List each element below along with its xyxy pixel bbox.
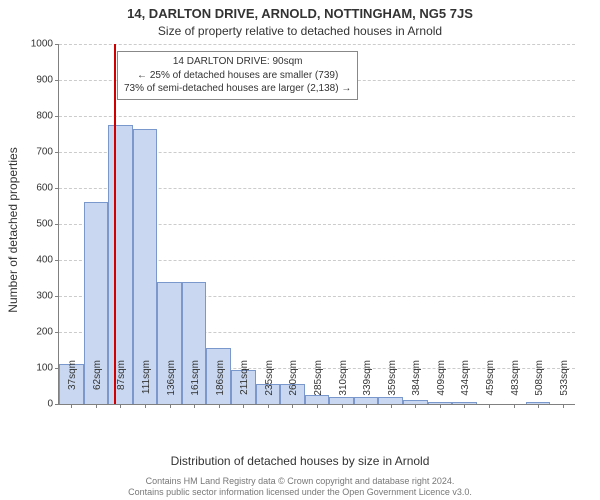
- chart-container: 14, DARLTON DRIVE, ARNOLD, NOTTINGHAM, N…: [0, 0, 600, 500]
- x-tick-label: 37sqm: [67, 360, 78, 410]
- x-tick-label: 136sqm: [166, 360, 177, 410]
- x-tick-label: 111sqm: [141, 360, 152, 410]
- annotation-line: ← 25% of detached houses are smaller (73…: [124, 69, 351, 83]
- footer-attribution: Contains HM Land Registry data © Crown c…: [0, 476, 600, 499]
- plot-area: 0100200300400500600700800900100037sqm62s…: [58, 44, 575, 405]
- x-axis-label: Distribution of detached houses by size …: [0, 454, 600, 468]
- x-tick-label: 533sqm: [559, 360, 570, 410]
- x-tick-label: 434sqm: [460, 360, 471, 410]
- x-tick-label: 260sqm: [288, 360, 299, 410]
- gridline: [59, 44, 575, 45]
- y-tick-label: 800: [36, 111, 59, 122]
- x-tick-label: 409sqm: [436, 360, 447, 410]
- y-tick-label: 400: [36, 255, 59, 266]
- chart-title: 14, DARLTON DRIVE, ARNOLD, NOTTINGHAM, N…: [0, 6, 600, 21]
- gridline: [59, 116, 575, 117]
- footer-line2: Contains public sector information licen…: [0, 487, 600, 498]
- property-marker-line: [114, 44, 116, 404]
- x-tick-label: 459sqm: [485, 360, 496, 410]
- annotation-line: 73% of semi-detached houses are larger (…: [124, 82, 351, 96]
- x-tick-label: 235sqm: [264, 360, 275, 410]
- x-tick-label: 508sqm: [534, 360, 545, 410]
- x-tick-label: 310sqm: [338, 360, 349, 410]
- x-tick-label: 339sqm: [362, 360, 373, 410]
- x-tick-label: 62sqm: [92, 360, 103, 410]
- annotation-box: 14 DARLTON DRIVE: 90sqm← 25% of detached…: [117, 51, 358, 100]
- y-tick-label: 900: [36, 75, 59, 86]
- x-tick-label: 483sqm: [510, 360, 521, 410]
- chart-subtitle: Size of property relative to detached ho…: [0, 24, 600, 38]
- y-tick-label: 700: [36, 147, 59, 158]
- y-tick-label: 300: [36, 291, 59, 302]
- y-tick-label: 0: [47, 399, 59, 410]
- y-tick-label: 1000: [31, 39, 59, 50]
- y-tick-label: 600: [36, 183, 59, 194]
- x-tick-label: 161sqm: [190, 360, 201, 410]
- x-tick-label: 384sqm: [411, 360, 422, 410]
- x-tick-label: 186sqm: [215, 360, 226, 410]
- annotation-line: 14 DARLTON DRIVE: 90sqm: [124, 55, 351, 69]
- x-tick-label: 285sqm: [313, 360, 324, 410]
- x-tick-label: 359sqm: [387, 360, 398, 410]
- footer-line1: Contains HM Land Registry data © Crown c…: [0, 476, 600, 487]
- y-axis-label: Number of detached properties: [6, 147, 20, 312]
- x-tick-label: 87sqm: [116, 360, 127, 410]
- y-tick-label: 500: [36, 219, 59, 230]
- y-tick-label: 200: [36, 327, 59, 338]
- y-tick-label: 100: [36, 363, 59, 374]
- x-tick-label: 211sqm: [239, 360, 250, 410]
